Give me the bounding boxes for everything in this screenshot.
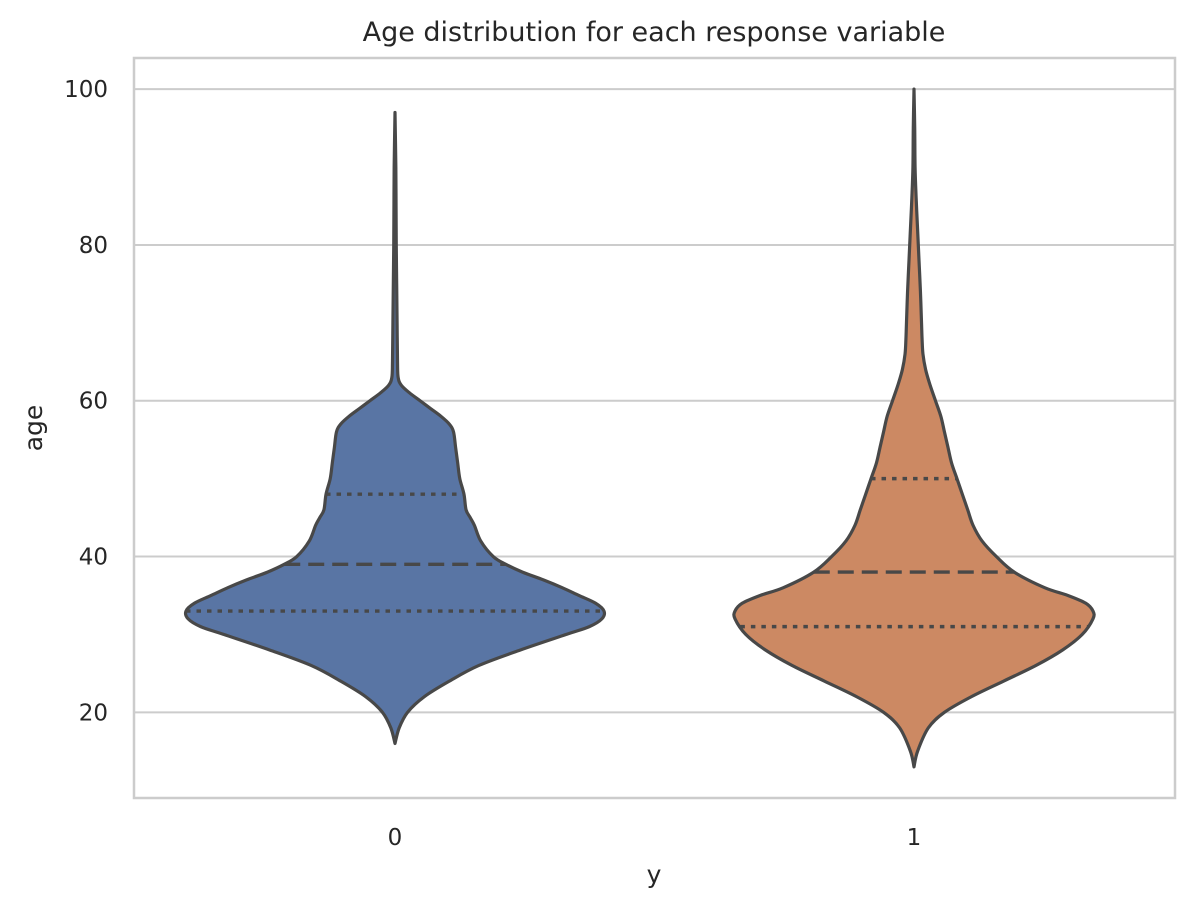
violin-1 bbox=[732, 87, 1096, 769]
y-tick-label-20: 20 bbox=[79, 700, 108, 726]
y-tick-label-100: 100 bbox=[64, 77, 108, 103]
y-tick-label-60: 60 bbox=[79, 389, 108, 415]
violin-0 bbox=[183, 110, 607, 746]
plot-area-frame bbox=[132, 56, 1177, 800]
y-axis-title: age bbox=[19, 405, 48, 452]
x-tick-label-0: 0 bbox=[388, 825, 403, 851]
y-tick-labels: 20 40 60 80 100 bbox=[64, 77, 108, 726]
x-axis-title: y bbox=[647, 860, 662, 889]
y-tick-label-40: 40 bbox=[79, 545, 108, 571]
violins bbox=[183, 87, 1096, 769]
x-tick-label-1: 1 bbox=[907, 825, 922, 851]
y-tick-label-80: 80 bbox=[79, 233, 108, 259]
chart-title: Age distribution for each response varia… bbox=[363, 17, 946, 48]
